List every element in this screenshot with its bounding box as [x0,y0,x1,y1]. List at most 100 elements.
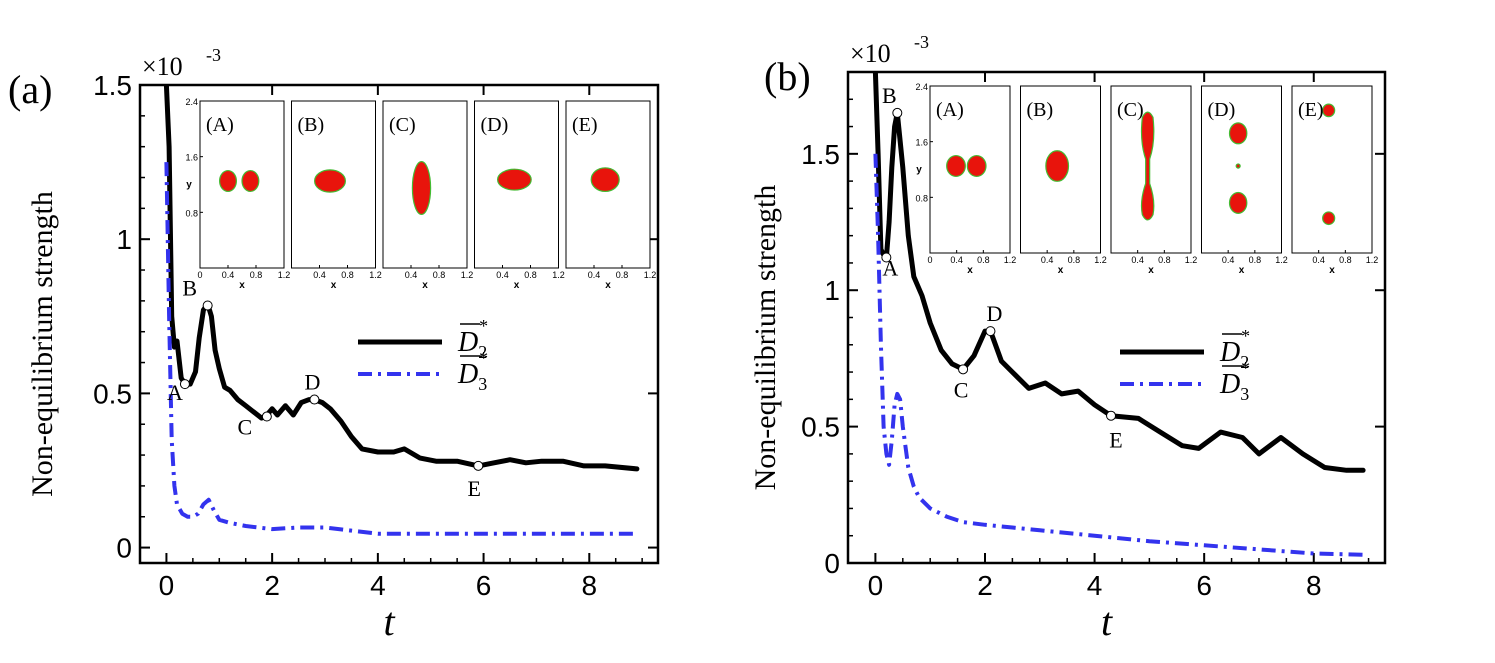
inset-x-label: x [967,265,973,276]
point-label-a: A [882,255,898,280]
droplet [1045,150,1070,182]
inset-x-tick-label: 0.8 [1158,255,1171,265]
inset-x-tick-label: 0.4 [1131,255,1144,265]
inset-x-tick-label: 1.2 [1094,255,1107,265]
inset-x-tick-label: 0.8 [616,270,629,280]
droplet [966,154,987,178]
droplet [1235,163,1241,169]
droplet [1322,103,1336,118]
inset-x-tick-label: 0.8 [341,270,354,280]
marker-point-e [473,460,484,471]
inset-y-label: y [916,165,922,176]
legend-subscript: 2 [478,342,487,362]
inset-x-tick-label: 0.8 [524,270,537,280]
inset-x-label: x [422,280,428,291]
inset-x-label: x [1329,265,1335,276]
panel-label: (a) [8,67,52,112]
droplet [314,169,347,193]
marker-point-b [202,300,213,311]
inset-label: (A) [206,114,234,136]
inset-x-tick-label: 0.4 [1312,255,1325,265]
inset-x-tick-label: 0 [197,270,202,280]
plot-frame [138,83,660,565]
y-tick-label: 0 [824,548,840,579]
point-label-d: D [987,301,1003,326]
y-axis-label: Non-equilibrium strength [749,185,782,491]
x-tick-label: 8 [581,570,597,601]
point-label-b: B [882,83,897,108]
x-tick-label: 2 [264,570,280,601]
inset-frame [474,100,559,269]
series-line-d2 [872,72,1366,473]
inset-frame [1201,85,1282,254]
legend-subscript: 3 [478,374,487,394]
exponent-power: -3 [206,45,221,65]
inset-y-tick-label: 1.6 [185,153,198,163]
inset-y-tick-label: 2.4 [915,82,928,92]
marker-point-e [1106,410,1117,421]
inset-x-tick-label: 0.8 [250,270,263,280]
droplet [1228,122,1248,145]
inset-label: (D) [1208,99,1236,121]
inset-x-tick-label: 0.4 [1041,255,1054,265]
inset-x-label: x [1058,265,1064,276]
y-tick-label: 0.5 [93,378,132,409]
marker-point-a [179,379,190,390]
inset-x-label: x [1239,265,1245,276]
inset-y-tick-label: 1.6 [915,138,928,148]
inset-panel-c: (C) 0.4 0.8 1.2 x [382,100,473,291]
inset-x-tick-label: 1.2 [1004,255,1017,265]
x-tick-label: 4 [370,570,386,601]
legend: D2*D3* [1120,326,1249,404]
inset-label: (E) [572,114,598,136]
inset-panel-a: (A) 0 0.4 0.8 1.2 x 0.8 1.6 2.4 y [915,82,1016,276]
inset-x-tick-label: 0.8 [433,270,446,280]
inset-panel-b: (B) 0.4 0.8 1.2 x [291,100,382,291]
exponent-label: ×10 [850,39,891,68]
inset-label: (C) [1117,99,1144,121]
legend-superscript: * [478,316,487,336]
inset-panel-e: (E) 0.4 0.8 1.2 x [1291,85,1379,276]
inset-panel-e: (E) 0.4 0.8 1.2 x [565,100,656,291]
inset-label: (B) [1027,99,1054,121]
inset-x-tick-label: 0.8 [1249,255,1262,265]
legend-superscript: * [1240,358,1249,378]
inset-panel-d: (D) 0.4 0.8 1.2 x [1201,85,1288,276]
point-label-c: C [238,415,253,440]
inset-label: (C) [389,114,416,136]
marker-point-a [881,252,892,263]
y-tick-label: 0 [116,533,132,564]
point-label-b: B [182,275,197,300]
inset-x-label: x [1148,265,1154,276]
x-tick-label: 0 [159,570,175,601]
point-label-c: C [954,377,969,402]
droplet [497,168,532,191]
inset-y-label: y [186,180,192,191]
inset-x-tick-label: 0.4 [950,255,963,265]
legend-superscript: * [1240,326,1249,346]
droplet [1228,191,1248,214]
marker-point-c [261,411,272,422]
inset-x-tick-label: 0.4 [1222,255,1235,265]
legend-subscript: 2 [1240,352,1249,372]
x-axis-label: t [383,599,395,644]
x-tick-label: 2 [977,570,993,601]
y-tick-label: 1 [824,275,840,306]
droplet [1140,111,1155,221]
legend-subscript: 3 [1240,384,1249,404]
chart-panel-b: 0 2 4 6 8 0 0.5 1 1.5 t Non-equilibrium strength (b… [749,32,1387,644]
inset-panel-b: (B) 0.4 0.8 1.2 x [1020,85,1107,276]
inset-x-tick-label: 1.2 [1366,255,1379,265]
y-tick-label: 1 [116,224,132,255]
inset-x-tick-label: 0.8 [977,255,990,265]
droplet [1322,211,1336,226]
inset-x-label: x [331,280,337,291]
marker-point-d [985,326,996,337]
panel-label: (b) [764,54,811,99]
y-tick-label: 0.5 [801,412,840,443]
inset-x-tick-label: 1.2 [552,270,565,280]
inset-x-label: x [239,280,245,291]
inset-x-label: x [514,280,520,291]
exponent-label: ×10 [142,52,183,81]
